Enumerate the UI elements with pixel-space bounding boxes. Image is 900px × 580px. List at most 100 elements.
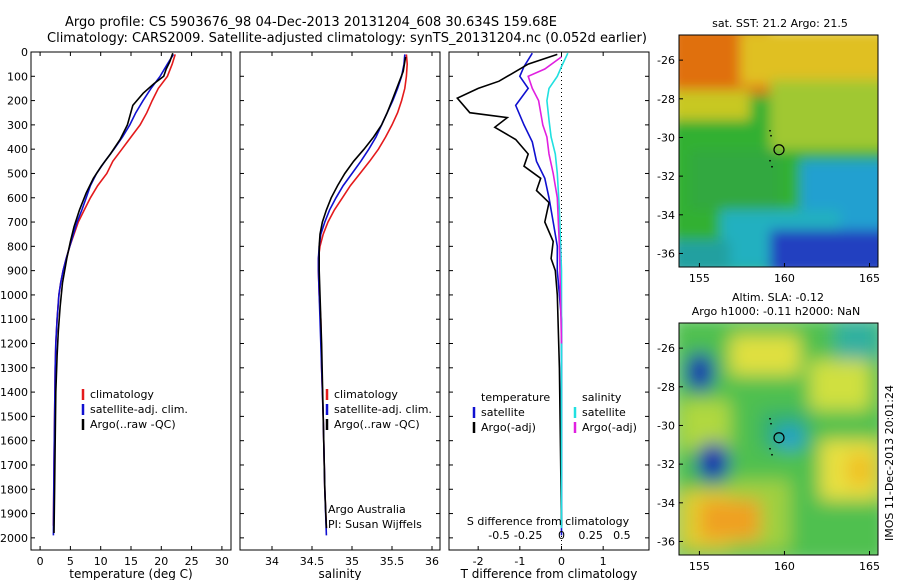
series-argo-raw-qc- [53,52,174,534]
x-tick-label: 20 [154,555,168,568]
plot-frame [239,51,441,551]
s-tick-label: -0.5 [488,529,509,542]
header-line-2: Climatology: CARS2009. Satellite-adjuste… [47,31,647,46]
top-axis-label: S difference from climatology [467,515,630,528]
y-tick-label: -30 [657,419,675,432]
temperature-panel: 0 5 10 15 20 25 300100200300400500600700800900… [0,46,232,580]
float-track-dot [770,422,772,425]
legend-label: Argo(..raw -QC) [334,418,420,431]
y-tick-label: 400 [7,143,28,156]
x-tick-label: 165 [859,560,880,573]
float-track-dot [771,453,773,456]
y-tick-label: 1700 [0,459,28,472]
y-tick-label: 1200 [0,338,28,351]
salinity-panel: 34 34.5 35 35.5 36 salinity climatology satelli… [239,51,441,580]
x-tick-label: 1 [600,555,607,568]
map-frame [678,34,879,268]
y-tick-label: 100 [7,70,28,83]
float-track-dot [771,165,773,168]
x-tick-label: -1 [514,555,525,568]
y-tick-label: 2000 [0,532,28,545]
series-satellite-adj-clim- [52,53,175,536]
x-tick-label: 0 [37,555,44,568]
map-frame [678,322,879,556]
legend-label: satellite [481,406,525,419]
y-tick-label: -34 [657,209,675,222]
sst-map-axes: 155 160 165 -26 -28 -30 -32 -34 -36 sat. SST: 21.… [657,17,880,285]
x-tick-label: 34.5 [300,555,325,568]
legend-label: Argo(-adj) [481,421,536,434]
y-tick-label: -32 [657,458,675,471]
y-tick-label: 1900 [0,508,28,521]
y-tick-label: 300 [7,119,28,132]
map-subtitle: Argo h1000: -0.11 h2000: NaN [692,305,861,318]
x-tick-label: 10 [94,555,108,568]
legend-title: temperature [481,391,550,404]
x-tick-label: 35 [345,555,359,568]
x-axis-label: T difference from climatology [460,567,638,580]
y-tick-label: 600 [7,192,28,205]
x-tick-label: 155 [689,272,710,285]
legend-label: satellite [582,406,626,419]
legend-label: satellite-adj. clim. [334,403,432,416]
y-tick-label: -26 [657,54,675,67]
y-tick-label: 1300 [0,362,28,375]
x-tick-label: 34 [265,555,279,568]
x-tick-label: 36 [425,555,439,568]
s-tick-label: 0.25 [578,529,603,542]
y-tick-label: 500 [7,167,28,180]
x-tick-label: 0 [558,555,565,568]
y-tick-label: 700 [7,216,28,229]
y-tick-label: 0 [21,46,28,59]
y-tick-label: 800 [7,240,28,253]
s-tick-label: 0.5 [613,529,631,542]
series-t-argo-adj- [456,53,563,526]
float-position-marker [773,144,785,156]
x-axis-label: temperature (deg C) [69,567,192,580]
float-track-dot [769,129,771,132]
legend-label: climatology [90,388,154,401]
legend-title: salinity [582,391,622,404]
y-tick-label: -28 [657,381,675,394]
annotation-text: PI: Susan Wijffels [328,518,422,531]
y-tick-label: -32 [657,170,675,183]
legend-label: climatology [334,388,398,401]
y-tick-label: -36 [657,247,675,260]
x-tick-label: 160 [774,272,795,285]
x-tick-label: 15 [124,555,138,568]
annotation-text: Argo Australia [328,503,406,516]
timestamp-label: IMOS 11-Dec-2013 20:01:24 [883,385,896,541]
y-tick-label: 1600 [0,435,28,448]
float-track-dot [769,159,771,162]
y-tick-label: 1000 [0,289,28,302]
y-tick-label: 1400 [0,386,28,399]
map-title: Altim. SLA: -0.12 [732,291,824,304]
x-tick-label: 155 [689,560,710,573]
x-tick-label: 160 [774,560,795,573]
series-climatology [52,54,176,526]
float-track-dot [769,447,771,450]
series-argo-raw-qc- [318,56,407,529]
series-s-satellite [546,52,569,529]
x-tick-label: 35.5 [380,555,405,568]
legend-label: satellite-adj. clim. [90,403,188,416]
series-s-argo-adj- [527,56,563,344]
x-tick-label: 30 [215,555,229,568]
legend-label: Argo(-adj) [582,421,637,434]
x-tick-label: 5 [67,555,74,568]
y-tick-label: -34 [657,497,675,510]
header-line-1: Argo profile: CS 5903676_98 04-Dec-2013 … [65,15,557,30]
float-track-dot [769,417,771,420]
differences-panel: -2 -1 0 1T difference from climatology S dif… [448,51,650,580]
s-tick-label: 0 [558,529,565,542]
s-tick-label: -0.25 [514,529,542,542]
y-tick-label: 200 [7,95,28,108]
sla-map [679,323,878,555]
y-tick-label: 1800 [0,483,28,496]
sst-map [679,35,878,267]
y-tick-label: -30 [657,131,675,144]
y-tick-label: -36 [657,535,675,548]
y-tick-label: 900 [7,265,28,278]
y-tick-label: -28 [657,93,675,106]
